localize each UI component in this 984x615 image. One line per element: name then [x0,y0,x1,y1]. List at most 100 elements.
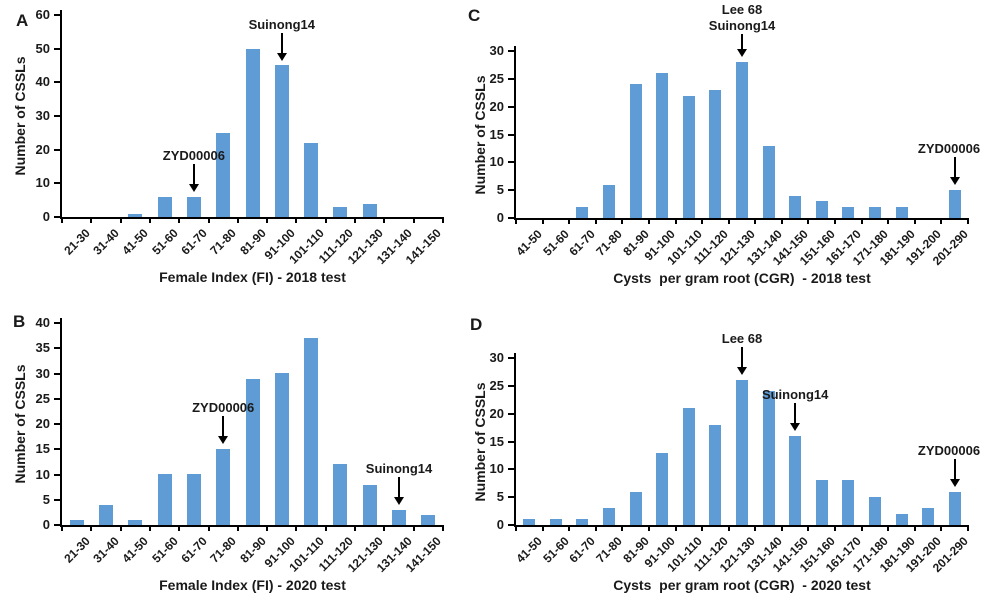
panel-letter-a: A [16,11,29,30]
x-tick-label: 41-50 [513,534,546,566]
x-tick [295,217,298,223]
y-tick [508,412,514,415]
x-tick [967,525,969,531]
x-tick [647,218,650,224]
y-tick [508,384,514,387]
y-tick [508,357,514,359]
x-axis-line [514,218,968,220]
bar-181-190 [896,207,908,218]
annotation-arrow [192,163,195,186]
y-axis-line [60,318,62,525]
y-tick [54,347,60,350]
y-tick [54,397,60,400]
bar-191-200 [922,508,934,525]
y-tick-label: 20 [35,416,50,431]
bar-131-140 [392,510,406,525]
bar-31-40 [99,505,113,525]
y-tick [508,105,514,108]
x-tick [727,218,730,224]
bar-111-120 [709,425,721,525]
annotation-label-line: ZYD00006 [917,141,981,157]
y-tick-label: 15 [35,441,50,457]
bar-91-100 [656,73,668,218]
x-tick [61,217,63,223]
x-tick [324,217,327,223]
bar-61-70 [187,197,201,217]
bar-111-120 [333,464,347,525]
y-tick-label: 5 [42,491,50,507]
bar-121-130 [736,62,748,218]
annotation-label: Suinong14 [762,387,828,403]
x-tick-label: 41-50 [119,534,152,566]
y-tick-label: 20 [35,141,50,157]
x-tick [90,217,93,223]
y-tick-label: 25 [489,70,504,86]
annotation-label: Suinong14 [366,461,432,477]
x-tick-label: 31-40 [90,226,122,258]
x-tick [568,218,571,224]
annotation-arrow [222,416,225,439]
bar-41-50 [128,214,142,217]
x-tick [412,217,415,223]
x-tick [834,525,837,531]
y-tick-label: 0 [42,517,50,532]
x-tick-label: 51-60 [540,227,572,259]
x-tick-label: 71-80 [593,227,625,259]
x-tick [119,525,122,531]
annotation-label-line: Suinong14 [365,460,433,476]
y-tick [54,182,60,185]
panel-letter-c: C [468,6,481,25]
y-tick [508,496,514,499]
x-tick [148,217,151,223]
x-tick [207,525,210,531]
y-tick-label: 40 [35,315,50,330]
bar-101-110 [683,96,695,218]
x-tick [594,525,597,531]
bar-111-120 [709,90,721,218]
x-tick [266,525,269,531]
y-tick [54,524,60,526]
x-tick [807,525,810,531]
y-tick [508,161,514,164]
x-tick [674,218,677,224]
bar-131-140 [763,391,775,525]
x-axis-title: Female Index (FI) - 2020 test [159,577,346,593]
annotation-label: Suinong14 [249,17,315,33]
bar-81-90 [246,379,260,525]
annotation-label-line: ZYD00006 [917,442,981,458]
y-tick-label: 40 [35,74,50,90]
x-tick [913,525,916,531]
bar-61-70 [187,474,201,525]
x-tick [515,525,517,531]
bar-81-90 [630,492,642,525]
bar-81-90 [246,49,260,217]
x-tick [860,525,863,531]
y-tick-label: 0 [42,209,50,224]
bar-101-110 [304,338,318,525]
y-tick-label: 20 [489,405,504,421]
bar-161-170 [842,480,854,525]
y-tick-label: 10 [489,154,504,170]
x-tick-label: 61-70 [566,227,599,259]
y-tick-label: 0 [496,210,504,225]
x-tick [834,218,837,224]
y-tick-label: 30 [35,108,50,123]
y-tick [54,47,60,50]
bar-181-190 [896,514,908,525]
x-tick [148,525,151,531]
x-tick [860,218,863,224]
bar-51-60 [158,474,172,525]
x-tick [236,217,239,223]
y-tick [54,115,60,117]
annotation-arrow [741,347,743,370]
x-tick [61,525,63,531]
y-axis-line [514,353,516,525]
annotation-label-line: Suinong14 [248,16,316,32]
x-tick [354,525,357,531]
annotation-arrow [398,476,401,499]
y-tick [508,440,514,443]
x-tick [887,525,890,531]
y-tick [508,468,514,471]
bar-141-150 [789,436,801,525]
annotation-arrow-head [394,496,405,505]
